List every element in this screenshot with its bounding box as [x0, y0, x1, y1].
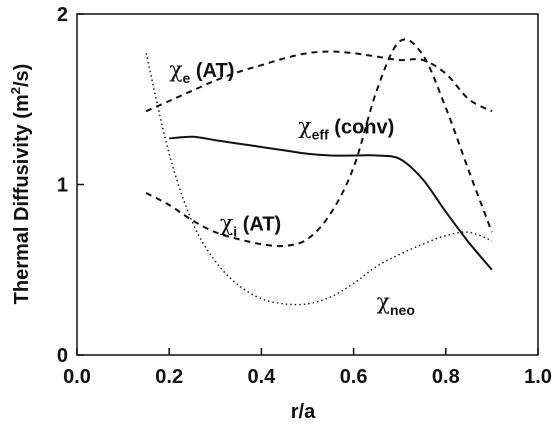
series-label-chi-i-at: χi (AT) — [220, 212, 281, 240]
x-tick-label: 0.8 — [432, 366, 460, 388]
y-axis-title-tail: /s) — [11, 64, 33, 87]
x-tick-label: 0.2 — [155, 366, 183, 388]
x-tick-label: 1.0 — [524, 366, 552, 388]
y-tick-label: 2 — [57, 4, 68, 26]
series-line-chi-eff-conv — [169, 135, 493, 271]
svg-text:Thermal Diffusivity (m2/s): Thermal Diffusivity (m2/s) — [8, 64, 33, 305]
y-axis-title-sup: 2 — [8, 87, 23, 94]
y-axis-title: Thermal Diffusivity (m2/s) — [8, 64, 33, 305]
x-axis-title: r/a — [291, 401, 316, 423]
series-label-chi-e-at: χe (AT) — [169, 58, 234, 86]
series-line-chi-e-at — [145, 50, 493, 113]
x-tick-label: 0.6 — [340, 366, 368, 388]
plot-frame — [76, 13, 539, 356]
y-tick-label: 1 — [57, 175, 68, 197]
y-tick-label: 0 — [57, 345, 68, 367]
x-tick-label: 0.4 — [247, 366, 276, 388]
x-tick-label: 0.0 — [63, 366, 91, 388]
series-line-chi-neo — [145, 53, 493, 306]
series-label-chi-neo: χneo — [377, 290, 415, 318]
y-axis-title-main: Thermal Diffusivity (m — [11, 94, 33, 304]
series-line-chi-i-at — [145, 38, 493, 248]
series-label-chi-eff-conv: χeff (conv) — [298, 114, 394, 142]
